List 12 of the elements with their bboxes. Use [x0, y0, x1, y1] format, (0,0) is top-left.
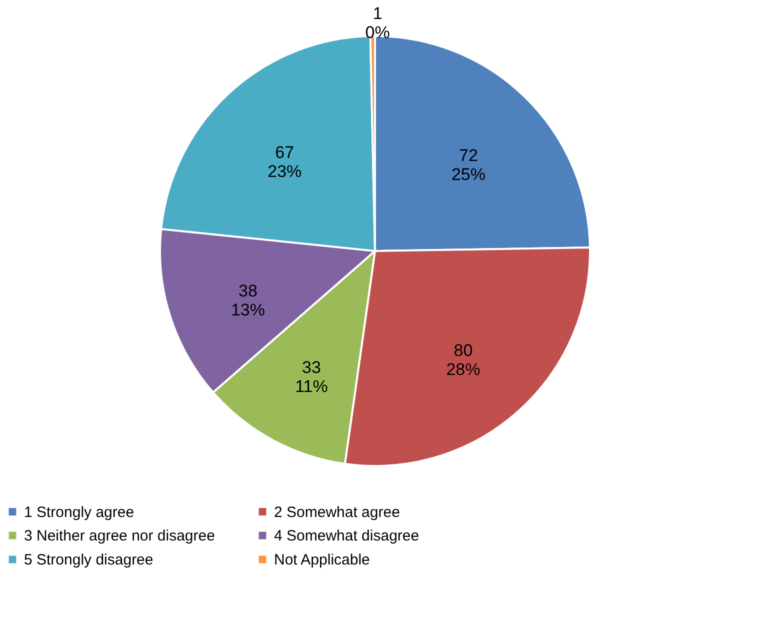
- legend-label: 4 Somewhat disagree: [274, 528, 420, 544]
- data-label: 33 11%: [295, 358, 328, 396]
- legend-label: Not Applicable: [274, 552, 370, 568]
- data-label: 72 25%: [451, 146, 486, 184]
- legend-label: 2 Somewhat agree: [274, 504, 400, 521]
- data-label: 38 13%: [230, 281, 265, 320]
- legend-label: 1 Strongly agree: [24, 504, 134, 521]
- data-label: 80 28%: [446, 340, 480, 379]
- legend-label: 5 Strongly disagree: [24, 552, 154, 568]
- data-label: 67 23%: [268, 143, 302, 182]
- data-label: 1 0%: [365, 4, 390, 42]
- legend-label: 3 Neither agree nor disagree: [24, 528, 215, 544]
